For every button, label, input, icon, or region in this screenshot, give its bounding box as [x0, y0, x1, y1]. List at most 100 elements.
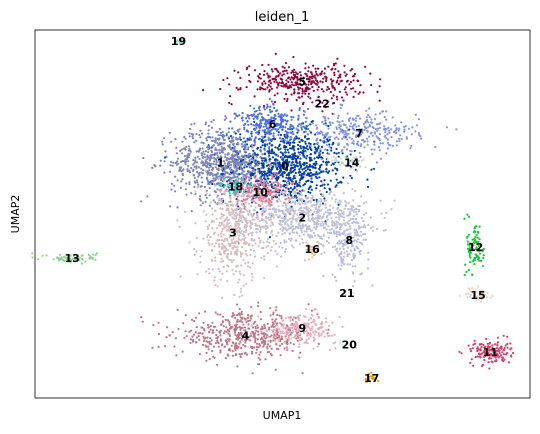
point: [270, 167, 273, 170]
point: [475, 254, 478, 257]
point: [250, 205, 253, 208]
point: [279, 186, 282, 189]
point: [328, 212, 331, 215]
point: [202, 339, 206, 343]
point: [267, 152, 270, 155]
point: [226, 257, 229, 260]
point: [309, 169, 312, 172]
point: [231, 341, 235, 344]
point: [290, 226, 293, 229]
point: [268, 121, 271, 124]
point: [254, 206, 257, 209]
point: [231, 228, 234, 232]
point: [336, 120, 339, 123]
point: [211, 166, 214, 169]
point: [229, 259, 233, 262]
point: [292, 169, 295, 172]
point: [290, 81, 293, 84]
point: [239, 251, 242, 254]
point: [229, 230, 232, 233]
point: [315, 216, 318, 220]
point: [297, 226, 300, 229]
point: [327, 152, 331, 156]
point: [356, 114, 359, 118]
point: [371, 134, 374, 137]
point: [258, 109, 261, 112]
point: [245, 220, 248, 223]
point: [264, 82, 267, 85]
point: [228, 211, 231, 214]
point: [273, 80, 276, 83]
point: [295, 239, 298, 242]
point: [216, 238, 219, 241]
point: [343, 263, 346, 266]
point: [361, 128, 364, 131]
point: [245, 86, 248, 89]
point: [261, 82, 264, 85]
point: [276, 332, 279, 335]
point: [257, 346, 260, 349]
point: [327, 225, 330, 228]
point: [307, 66, 310, 69]
point: [349, 232, 352, 235]
point: [233, 293, 236, 297]
point: [305, 206, 308, 210]
point: [311, 73, 314, 76]
point: [296, 192, 299, 195]
point: [302, 76, 305, 79]
point: [213, 156, 216, 159]
point: [254, 202, 257, 205]
point: [322, 215, 325, 218]
point: [232, 179, 235, 183]
point: [267, 216, 270, 219]
point: [295, 159, 298, 162]
point: [241, 326, 244, 329]
point: [317, 95, 320, 98]
point: [244, 148, 247, 151]
point: [231, 314, 234, 317]
point: [242, 198, 245, 201]
point: [266, 103, 269, 106]
point: [228, 334, 231, 338]
point: [195, 179, 198, 182]
point: [293, 200, 297, 203]
point: [350, 242, 353, 245]
point: [241, 320, 244, 323]
point: [336, 116, 340, 120]
point: [281, 70, 285, 73]
point: [264, 144, 267, 147]
point: [301, 168, 304, 171]
point: [212, 355, 215, 358]
point: [374, 132, 377, 135]
cluster-12-points: [463, 213, 485, 277]
point: [296, 92, 299, 95]
point: [283, 241, 286, 244]
point: [296, 72, 299, 75]
point: [325, 228, 328, 231]
point: [94, 253, 97, 257]
point: [319, 200, 322, 203]
point: [339, 130, 342, 133]
point: [274, 321, 277, 324]
point: [329, 90, 332, 94]
point: [323, 197, 326, 200]
point: [235, 153, 238, 157]
point: [278, 81, 281, 84]
point: [249, 232, 252, 235]
point: [330, 232, 333, 235]
point: [325, 124, 328, 127]
point: [300, 122, 303, 125]
point: [343, 64, 346, 67]
point: [351, 165, 355, 168]
point: [227, 319, 230, 322]
point: [215, 329, 218, 332]
point: [256, 123, 259, 126]
point: [322, 90, 325, 93]
point: [254, 161, 258, 164]
point: [247, 190, 250, 193]
point: [188, 152, 191, 155]
point: [219, 313, 222, 316]
point: [384, 134, 387, 137]
point: [290, 93, 293, 96]
point: [277, 115, 280, 118]
